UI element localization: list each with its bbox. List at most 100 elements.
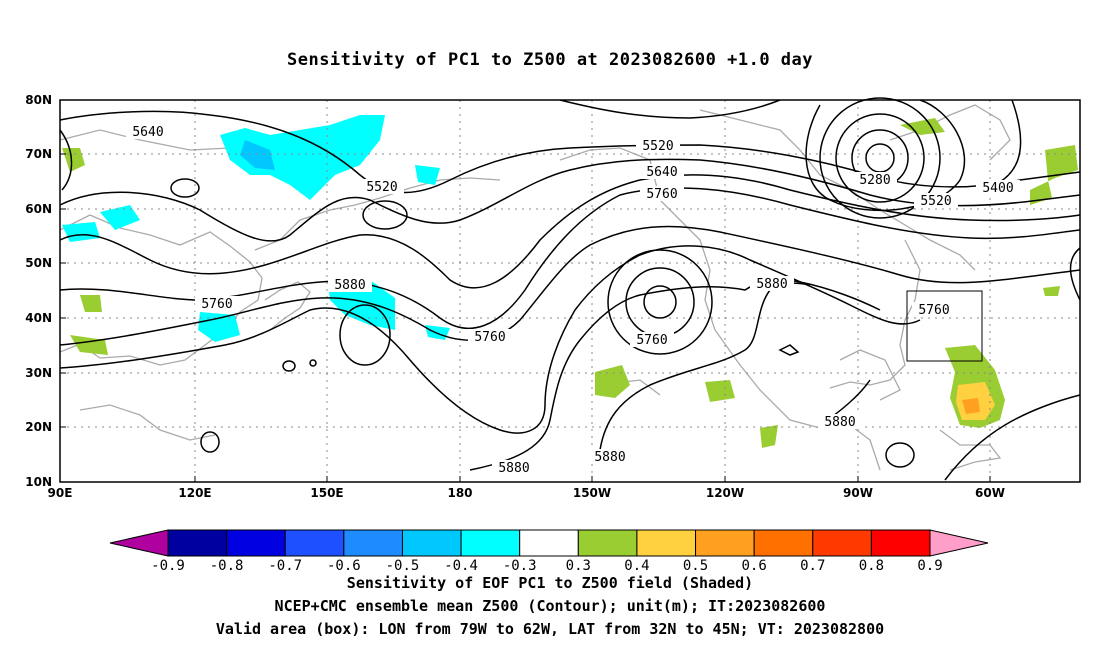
- contour-label: 5520: [366, 180, 397, 195]
- contour-label-bg: [468, 329, 512, 344]
- contour-label: 5400: [982, 181, 1013, 196]
- lat-tick-label: 70N: [25, 147, 52, 161]
- lon-tick-label: 120E: [178, 486, 211, 500]
- colorbar-cell: [343, 529, 403, 557]
- lon-tick-label: 180: [447, 486, 472, 500]
- caption-line-2: NCEP+CMC ensemble mean Z500 (Contour); u…: [274, 597, 826, 615]
- lon-tick-label: 60W: [975, 486, 1005, 500]
- colorbar-cell: [226, 529, 286, 557]
- contour-label-bg: [492, 460, 536, 475]
- colorbar-label: 0.3: [566, 558, 591, 574]
- lat-tick-label: 30N: [25, 366, 52, 380]
- colorbar-label: 0.9: [917, 558, 942, 574]
- contour-label-bg: [853, 172, 897, 187]
- caption-line-1: Sensitivity of EOF PC1 to Z500 field (Sh…: [346, 574, 754, 592]
- lon-tick-label: 150E: [310, 486, 343, 500]
- valid-area-box: [906, 290, 983, 362]
- contour-label-bg: [640, 164, 684, 179]
- colorbar-cell: [284, 529, 345, 557]
- contour-label-bg: [126, 124, 170, 139]
- shade-positive: [70, 335, 108, 355]
- contour-label: 5760: [474, 330, 505, 345]
- contour-label-bg: [750, 276, 794, 291]
- shade-positive: [760, 425, 778, 448]
- colorbar-cell: [460, 529, 521, 557]
- contour-label-bg: [588, 449, 632, 464]
- contour-label-bg: [640, 186, 684, 201]
- shade-positive: [1043, 286, 1060, 296]
- colorbar-cell: [577, 529, 638, 557]
- map-frame: [59, 99, 1081, 483]
- shade-positive: [705, 380, 735, 402]
- contour-label: 5760: [918, 303, 949, 318]
- contour-label: 5640: [646, 165, 677, 180]
- colorbar-cell: [636, 529, 697, 557]
- longitude-labels: 90E 120E 150E 180 150W 120W 90W 60W: [48, 476, 1005, 500]
- colorbar-label: -0.3: [503, 558, 537, 574]
- z500-contours: [59, 97, 1081, 481]
- contour-label-bg: [818, 414, 862, 429]
- contour-label: 5520: [642, 139, 673, 154]
- contour-labels: 5640 5520 5760 5880 5880 5760 5880 5520 5640 5760…: [126, 124, 1020, 476]
- coastlines: [59, 104, 1011, 471]
- contour-label: 5880: [498, 461, 529, 476]
- contour-label: 5880: [334, 278, 365, 293]
- contour-label-bg: [328, 277, 372, 292]
- contour-label-bg: [914, 193, 958, 208]
- lat-tick-label: 40N: [25, 311, 52, 325]
- colorbar-cell: [167, 529, 228, 557]
- colorbar-label: -0.6: [327, 558, 361, 574]
- contour-label: 5640: [132, 125, 163, 140]
- colorbar-label: 0.7: [800, 558, 825, 574]
- sensitivity-shading: [62, 115, 1078, 448]
- contour-label-bg: [195, 296, 239, 311]
- lat-tick-label: 80N: [25, 93, 52, 107]
- shade-positive-strong: [962, 398, 980, 414]
- colorbar-label: -0.5: [386, 558, 420, 574]
- shade-positive: [595, 365, 630, 398]
- latitude-labels: 10N 20N 30N 40N 50N 60N 70N 80N: [25, 93, 66, 489]
- colorbar-low-arrow: [109, 529, 169, 557]
- contour-label: 5880: [594, 450, 625, 465]
- lon-tick-label: 90W: [843, 486, 873, 500]
- shade-negative: [425, 325, 450, 340]
- contour-label: 5880: [824, 415, 855, 430]
- contour-label: 5760: [646, 187, 677, 202]
- chart-title: Sensitivity of PC1 to Z500 at 2023082600…: [286, 50, 813, 70]
- shade-positive: [62, 148, 85, 172]
- shade-negative: [62, 222, 100, 242]
- colorbar-label: 0.5: [683, 558, 708, 574]
- contour-label-bg: [976, 180, 1020, 195]
- lat-tick-label: 60N: [25, 202, 52, 216]
- contour-label-bg: [912, 302, 956, 317]
- colorbar-cell: [695, 529, 755, 557]
- colorbar-cell: [519, 529, 579, 557]
- colorbar-cell: [401, 529, 462, 557]
- colorbar-label: 0.6: [742, 558, 767, 574]
- colorbar-label: -0.4: [444, 558, 478, 574]
- contour-label-bg: [636, 138, 680, 153]
- shade-negative: [198, 312, 240, 342]
- contour-label: 5520: [920, 194, 951, 209]
- shade-negative: [220, 115, 385, 200]
- colorbar-label: 0.4: [624, 558, 649, 574]
- graticule: [60, 100, 1080, 482]
- colorbar: -0.9 -0.8 -0.7 -0.6 -0.5 -0.4 -0.3 0.3 0.4 0.5 0.6…: [109, 529, 989, 574]
- shade-positive: [80, 295, 102, 312]
- contour-label: 5760: [636, 333, 667, 348]
- lat-tick-label: 20N: [25, 420, 52, 434]
- shade-negative: [100, 205, 140, 230]
- colorbar-label: -0.7: [268, 558, 302, 574]
- shade-negative: [415, 165, 440, 185]
- contour-label: 5280: [859, 173, 890, 188]
- lat-tick-label: 50N: [25, 256, 52, 270]
- lon-tick-label: 150W: [573, 486, 611, 500]
- shade-negative: [240, 140, 275, 170]
- colorbar-label: -0.9: [151, 558, 185, 574]
- colorbar-label: 0.8: [859, 558, 884, 574]
- colorbar-cell: [812, 529, 872, 557]
- contour-label-bg: [360, 179, 404, 194]
- lon-tick-label: 120W: [706, 486, 744, 500]
- contour-label: 5760: [201, 297, 232, 312]
